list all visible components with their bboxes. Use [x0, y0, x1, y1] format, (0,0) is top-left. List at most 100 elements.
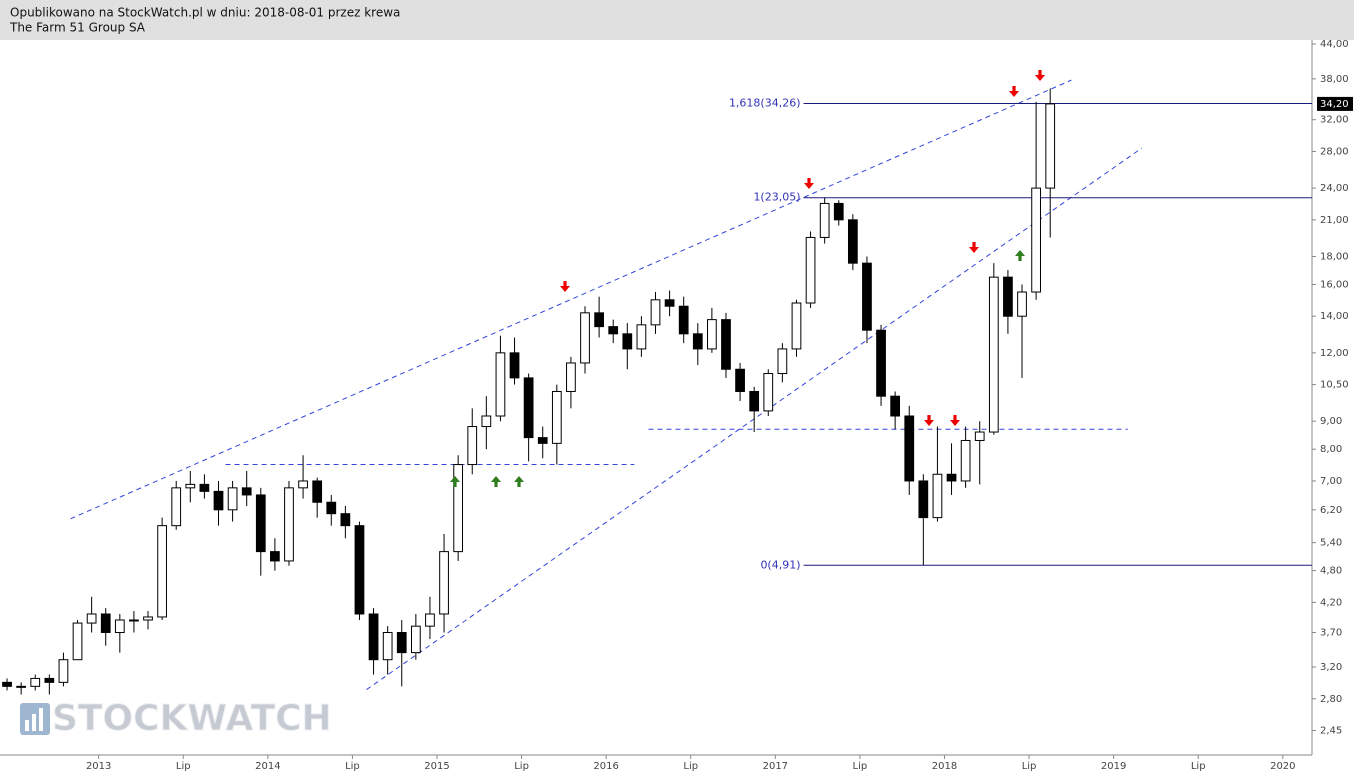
last-price-label: 34,20	[1320, 99, 1349, 110]
x-tick-label: 2014	[255, 761, 280, 772]
sell-arrow	[1009, 86, 1019, 97]
candle-body	[551, 390, 562, 444]
candle-body	[791, 302, 802, 350]
candle-body	[241, 487, 252, 496]
candle-body	[862, 262, 872, 331]
candle-body	[537, 437, 548, 444]
candle-body	[58, 659, 69, 683]
candle-body	[2, 681, 12, 687]
candle-body	[86, 613, 97, 624]
candle-body	[833, 202, 844, 221]
x-tick-label: 2019	[1101, 761, 1126, 772]
y-tick-label: 7,00	[1320, 476, 1342, 487]
buy-arrow	[491, 476, 501, 487]
candle-body	[580, 312, 590, 364]
watermark: STOCKWATCH	[20, 698, 332, 740]
candle-body	[777, 348, 788, 375]
candle-body	[1017, 291, 1027, 317]
fib-label: 0(4,91)	[760, 558, 800, 571]
candle-body	[918, 480, 929, 519]
candle-body	[1031, 187, 1041, 293]
candle-body	[382, 632, 393, 661]
y-tick-label: 44,00	[1320, 39, 1349, 50]
candle-body	[312, 480, 323, 503]
x-tick-label: 2016	[593, 761, 618, 772]
candle-body	[185, 483, 196, 489]
x-tick-label: 2017	[763, 761, 788, 772]
y-tick-label: 4,20	[1320, 597, 1342, 608]
candle-body	[129, 619, 139, 622]
y-tick-label: 21,00	[1320, 215, 1349, 226]
candle-body	[396, 632, 407, 654]
y-tick-label: 32,00	[1320, 115, 1349, 126]
candle-body	[946, 473, 957, 482]
candle-body	[44, 677, 55, 683]
x-tick-label: 2013	[86, 761, 111, 772]
candle-body	[805, 236, 816, 304]
y-tick-label: 10,50	[1320, 380, 1349, 391]
candle-body	[904, 415, 915, 482]
candle-body	[636, 324, 647, 350]
candle-body	[439, 551, 449, 615]
candle-body	[988, 276, 999, 433]
y-tick-label: 24,00	[1320, 183, 1349, 194]
watermark-text: STOCKWATCH	[52, 698, 332, 739]
y-tick-label: 6,20	[1320, 505, 1342, 516]
y-tick-label: 28,00	[1320, 146, 1349, 157]
y-tick-label: 5,40	[1320, 538, 1342, 549]
candle-body	[735, 368, 745, 392]
candle-body	[481, 415, 492, 428]
candle-body	[1003, 276, 1013, 317]
sell-arrow	[924, 415, 934, 426]
candle-body	[143, 616, 153, 621]
candle-body	[453, 464, 464, 553]
candle-body	[368, 613, 379, 661]
header-band	[0, 0, 1354, 40]
candle-body	[227, 487, 238, 511]
watermark-icon-bar	[25, 720, 29, 731]
candle-body	[467, 426, 478, 466]
y-tick-label: 2,80	[1320, 694, 1342, 705]
candle-body	[1045, 103, 1056, 189]
candle-body	[876, 329, 886, 397]
y-tick-label: 38,00	[1320, 74, 1349, 85]
candle-body	[284, 487, 294, 562]
y-tick-label: 14,00	[1320, 311, 1349, 322]
candle-body	[960, 439, 971, 482]
y-tick-label: 2,45	[1320, 725, 1342, 736]
candle-body	[650, 299, 661, 326]
candle-body	[340, 513, 351, 527]
candle-body	[594, 312, 604, 328]
candle-body	[566, 362, 576, 392]
y-tick-label: 3,20	[1320, 662, 1342, 673]
candle-body	[495, 352, 506, 417]
candle-body	[847, 219, 858, 264]
y-tick-label: 16,00	[1320, 279, 1349, 290]
candle-body	[509, 352, 520, 379]
candle-body	[270, 551, 280, 562]
candle-body	[819, 202, 830, 238]
candle-body	[114, 619, 125, 634]
candle-body	[171, 487, 182, 527]
x-tick-label: Lip	[1022, 761, 1037, 772]
candle-body	[354, 525, 365, 615]
buy-arrow	[1015, 250, 1025, 261]
candle-body	[678, 305, 689, 335]
x-tick-label: 2015	[424, 761, 449, 772]
signal-arrows	[450, 70, 1045, 487]
candle-body	[100, 613, 111, 634]
y-tick-label: 12,00	[1320, 348, 1349, 359]
instrument-name: The Farm 51 Group SA	[9, 21, 146, 35]
fib-label: 1,618(34,26)	[729, 96, 801, 109]
candle-body	[16, 685, 27, 688]
candle-body	[30, 677, 41, 687]
candle-body	[298, 480, 308, 489]
x-tick-label: Lip	[853, 761, 868, 772]
sell-arrow	[950, 415, 960, 426]
fib-label: 1(23,05)	[753, 191, 800, 204]
buy-arrow	[450, 476, 460, 487]
candle-body	[523, 377, 534, 439]
y-tick-label: 8,00	[1320, 444, 1342, 455]
y-tick-label: 3,70	[1320, 628, 1342, 639]
